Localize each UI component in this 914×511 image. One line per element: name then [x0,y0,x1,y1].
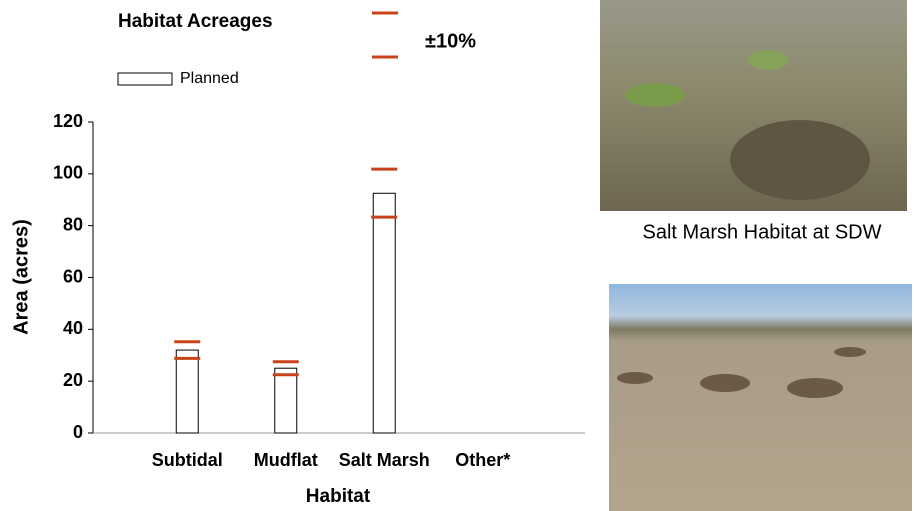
y-tick-label: 80 [63,214,83,234]
photo-mudflat [609,284,912,511]
bar [175,349,199,434]
photo-detail [617,372,653,384]
x-tick-label: Mudflat [254,450,318,470]
photo-detail [748,50,788,70]
chart-title: Habitat Acreages [118,11,273,32]
photo-detail [625,83,685,107]
x-axis-title: Habitat [306,486,371,507]
y-tick-label: 40 [63,318,83,338]
y-tick-label: 100 [53,163,83,183]
photo-caption: Salt Marsh Habitat at SDW [643,221,882,243]
photo-detail [730,120,870,200]
bar [372,192,396,434]
x-tick-label: Subtidal [152,450,223,470]
photo-detail [700,374,750,392]
legend-swatch [117,72,173,86]
x-tick-label: Other* [455,450,510,470]
photo-detail [787,378,843,398]
photo-detail [834,347,866,357]
y-tick-label: 120 [53,111,83,131]
legend-label: Planned [180,70,239,87]
y-tick-label: 0 [73,422,83,442]
y-axis-title: Area (acres) [10,219,32,335]
legend-range-label: ±10% [425,30,476,52]
y-tick-label: 20 [63,370,83,390]
x-tick-label: Salt Marsh [339,450,430,470]
bar [274,367,298,434]
y-tick-label: 60 [63,266,83,286]
